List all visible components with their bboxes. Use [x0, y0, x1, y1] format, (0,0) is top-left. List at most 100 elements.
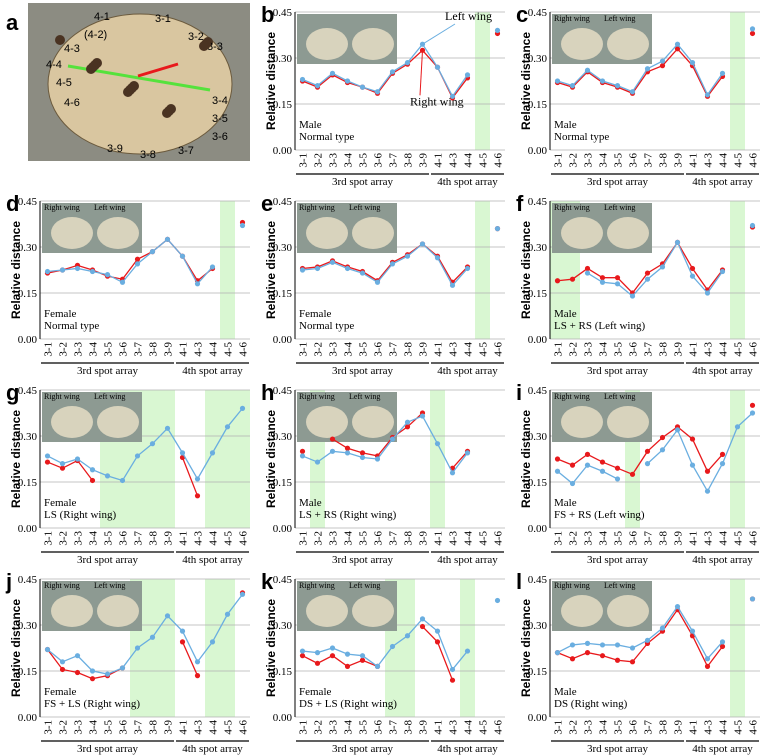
spot-label: 3-1 — [155, 13, 171, 25]
x-tick-label: 3-7 — [133, 531, 145, 546]
x-tick-label: 3-9 — [163, 720, 175, 735]
data-point — [404, 60, 411, 66]
x-tick-label: 3-5 — [103, 531, 115, 546]
annotation: DS (Right wing) — [554, 698, 628, 710]
data-point — [89, 268, 96, 275]
data-point — [674, 239, 681, 245]
x-tick-label: 3-6 — [118, 720, 130, 735]
data-point — [419, 47, 426, 53]
legend-entry: Left wing — [604, 392, 635, 401]
inset-wing — [352, 595, 394, 627]
data-point — [164, 425, 171, 431]
data-point — [389, 261, 396, 267]
legend-entry: Left wing — [604, 14, 635, 23]
data-point — [434, 255, 441, 261]
x-tick-label: 3-7 — [643, 342, 655, 357]
panel-letter: c — [516, 2, 528, 27]
data-point — [749, 410, 756, 416]
data-point — [629, 659, 636, 665]
data-point — [329, 645, 336, 651]
y-tick-label: 0.00 — [528, 145, 548, 157]
series-line — [47, 457, 199, 497]
data-point — [554, 278, 561, 284]
data-point — [104, 671, 111, 677]
data-point — [329, 653, 336, 659]
x-tick-label: 3-7 — [643, 720, 655, 735]
data-point — [704, 468, 711, 474]
x-tick-label: 3-4 — [88, 531, 100, 546]
y-tick-label: 0.30 — [528, 53, 548, 65]
x-tick-label: 4-1 — [688, 531, 700, 546]
x-tick-label: 4-1 — [178, 531, 190, 546]
x-tick-label: 4-1 — [688, 153, 700, 168]
data-point — [464, 648, 471, 654]
spot-label: 3-2 — [188, 31, 204, 43]
shaded-band — [475, 12, 490, 150]
x-tick-label: 3-3 — [583, 720, 595, 735]
x-tick-label: 3-9 — [418, 720, 430, 735]
data-point — [584, 67, 591, 73]
data-point — [74, 669, 81, 676]
data-point — [359, 84, 366, 90]
annotation: LS (Right wing) — [44, 509, 116, 521]
x-tick-label: 3-3 — [583, 531, 595, 546]
y-tick-label: 0.00 — [18, 523, 38, 535]
x-tick-label: 3-5 — [103, 720, 115, 735]
data-point — [629, 471, 636, 477]
data-point — [359, 270, 366, 276]
annotation: LS + RS (Right wing) — [299, 509, 397, 521]
shaded-band — [205, 390, 220, 528]
annotation: Male — [554, 497, 577, 509]
callout-arrow — [422, 23, 456, 45]
x-tick-label: 3-7 — [388, 720, 400, 735]
x-tick-label: 3-3 — [328, 531, 340, 546]
shaded-band — [160, 390, 175, 528]
data-point — [239, 222, 246, 229]
data-point — [464, 450, 471, 456]
x-tick-label: 3-2 — [313, 720, 325, 735]
x-tick-label: 4-4 — [463, 531, 475, 546]
inset-wing — [306, 28, 348, 60]
group-label: 3rd spot array — [587, 554, 649, 566]
group-label: 3rd spot array — [77, 743, 139, 755]
x-tick-label: 4-3 — [703, 531, 715, 546]
x-tick-label: 4-6 — [748, 342, 760, 357]
data-point — [629, 645, 636, 651]
group-label: 3rd spot array — [332, 365, 394, 377]
y-tick-label: 0.45 — [528, 7, 548, 19]
x-tick-label: 4-3 — [448, 720, 460, 735]
data-point — [224, 611, 231, 617]
data-point — [224, 424, 231, 430]
y-tick-label: 0.45 — [528, 385, 548, 397]
chart-panel: 0.00 0.15 0.30 0.45 Relative distance e 3-1 3-2… — [261, 191, 505, 377]
data-point — [404, 253, 411, 259]
panel-letter: l — [516, 569, 522, 594]
data-point — [614, 281, 621, 287]
data-point — [659, 63, 666, 69]
group-label: 3rd spot array — [587, 743, 649, 755]
panel-letter: k — [261, 569, 274, 594]
x-tick-label: 3-8 — [658, 720, 670, 735]
data-point — [614, 476, 621, 482]
data-point — [614, 83, 621, 89]
chart-panel: 0.00 0.15 0.30 0.45 Relative distance g 3-1 3-2… — [6, 380, 250, 566]
x-tick-label: 4-4 — [208, 342, 220, 357]
data-point — [329, 70, 336, 76]
legend-entry: Left wing — [349, 203, 380, 212]
x-tick-label: 3-5 — [358, 720, 370, 735]
y-tick-label: 0.45 — [528, 196, 548, 208]
data-point — [209, 639, 216, 645]
data-point — [299, 648, 306, 654]
data-point — [329, 436, 336, 442]
x-tick-label: 4-3 — [703, 342, 715, 357]
x-tick-label: 3-4 — [343, 720, 355, 735]
data-point — [134, 453, 141, 459]
x-tick-label: 4-5 — [733, 720, 745, 735]
x-tick-label: 4-5 — [223, 720, 235, 735]
shaded-band — [730, 12, 745, 150]
legend-entry: Left wing — [604, 581, 635, 590]
spot-label: 3-6 — [212, 131, 228, 143]
annotation: Male — [554, 308, 577, 320]
x-tick-label: 4-1 — [178, 720, 190, 735]
x-tick-label: 4-4 — [208, 531, 220, 546]
